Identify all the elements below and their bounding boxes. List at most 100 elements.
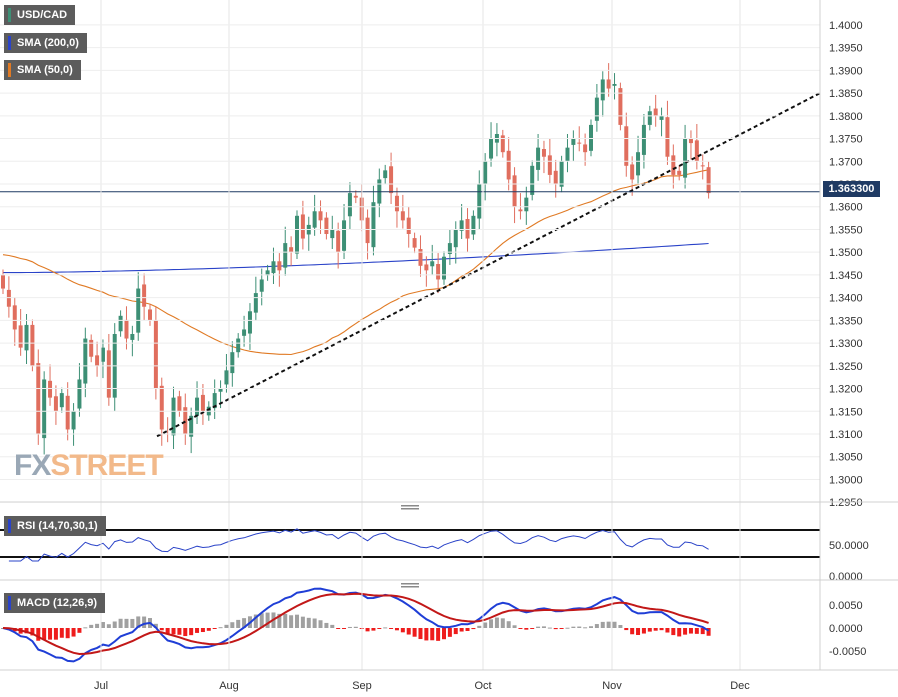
macd-histogram-bar	[283, 613, 288, 628]
macd-histogram-bar	[471, 628, 476, 630]
rsi-tick-label: 0.0000	[829, 571, 863, 583]
macd-histogram-bar	[206, 628, 211, 631]
y-tick-label: 1.3350	[829, 315, 863, 327]
macd-histogram-bar	[683, 628, 688, 635]
macd-histogram-bar	[606, 621, 611, 628]
panel-resize-handle	[401, 505, 419, 507]
candle-body	[242, 329, 247, 336]
macd-histogram-bar	[506, 621, 511, 628]
candle-body	[106, 350, 111, 398]
macd-histogram-bar	[394, 628, 399, 631]
macd-histogram-bar	[212, 628, 217, 629]
candle-body	[330, 229, 335, 239]
candle-body	[59, 393, 64, 408]
candle-body	[300, 214, 305, 239]
macd-histogram-bar	[312, 618, 317, 628]
candle-body	[406, 217, 411, 234]
macd-histogram-bar	[118, 618, 123, 628]
candle-body	[271, 261, 276, 274]
y-tick-label: 1.3150	[829, 406, 863, 418]
macd-histogram-bar	[553, 628, 558, 630]
candle-body	[342, 220, 347, 251]
macd-histogram-bar	[236, 619, 241, 628]
macd-histogram-bar	[518, 628, 523, 629]
x-tick-label: Dec	[730, 680, 750, 692]
y-tick-label: 1.3600	[829, 202, 863, 214]
candle-body	[336, 230, 341, 253]
legend-swatch-sma200	[8, 36, 11, 50]
macd-histogram-bar	[483, 622, 488, 628]
candle-body	[142, 284, 147, 307]
y-tick-label: 1.3400	[829, 293, 863, 305]
candle-body	[700, 165, 705, 167]
macd-histogram-bar	[500, 618, 505, 628]
macd-histogram-bar	[465, 628, 470, 631]
y-tick-label: 1.3700	[829, 156, 863, 168]
candle-body	[641, 124, 646, 155]
candle-body	[236, 338, 241, 353]
macd-histogram-bar	[24, 628, 29, 634]
macd-histogram-bar	[612, 621, 617, 628]
candle-body	[283, 243, 288, 268]
macd-histogram-bar	[165, 628, 170, 635]
candle-body	[353, 195, 358, 198]
macd-histogram-bar	[265, 612, 270, 628]
x-tick-label: Aug	[219, 680, 239, 692]
macd-tick-label: 0.0050	[829, 600, 863, 612]
legend-sma50[interactable]: SMA (50,0)	[4, 60, 81, 80]
candle-body	[1, 274, 5, 289]
candle-body	[259, 279, 264, 292]
candle-body	[412, 238, 417, 248]
macd-histogram-bar	[565, 627, 570, 629]
macd-histogram-bar	[442, 628, 446, 640]
candle-body	[383, 170, 388, 179]
candle-body	[365, 217, 370, 244]
legend-symbol[interactable]: USD/CAD	[4, 5, 76, 25]
legend-swatch-symbol	[8, 8, 11, 22]
macd-histogram-bar	[130, 618, 135, 628]
macd-histogram-bar	[189, 628, 194, 636]
candle-body	[677, 170, 682, 175]
candle-body	[118, 315, 123, 332]
y-tick-label: 1.3300	[829, 338, 863, 350]
x-tick-label: Sep	[352, 680, 372, 692]
candle-body	[400, 211, 405, 221]
y-tick-label: 1.4000	[829, 20, 863, 32]
macd-histogram-bar	[671, 628, 676, 636]
macd-tick-label: -0.0050	[829, 646, 866, 658]
legend-rsi[interactable]: RSI (14,70,30,1)	[4, 516, 106, 536]
candle-body	[212, 393, 217, 409]
candle-body	[506, 150, 511, 180]
macd-histogram-bar	[112, 621, 117, 628]
macd-histogram-bar	[577, 626, 582, 628]
x-tick-label: Nov	[602, 680, 622, 692]
macd-histogram-bar	[336, 628, 341, 629]
candle-body	[48, 380, 53, 398]
candle-body	[665, 117, 670, 157]
candle-body	[518, 209, 523, 212]
candle-body	[512, 175, 517, 207]
candle-body	[218, 388, 223, 392]
macd-histogram-bar	[77, 628, 82, 633]
candle-body	[12, 305, 17, 330]
candle-body	[389, 166, 394, 194]
macd-histogram-bar	[42, 628, 47, 640]
macd-histogram-bar	[365, 628, 370, 632]
macd-histogram-bar	[624, 628, 629, 631]
macd-histogram-bar	[253, 614, 258, 628]
candle-body	[553, 170, 558, 184]
macd-histogram-bar	[30, 628, 35, 636]
macd-histogram-bar	[324, 622, 329, 628]
candle-body	[688, 138, 693, 144]
legend-sma200[interactable]: SMA (200,0)	[4, 33, 87, 53]
macd-histogram-bar	[142, 616, 147, 628]
macd-histogram-bar	[477, 625, 482, 628]
candle-body	[653, 108, 658, 116]
macd-histogram-bar	[700, 628, 705, 635]
candle-body	[83, 338, 88, 384]
y-tick-label: 1.3750	[829, 134, 863, 146]
panel-resize-handle	[401, 586, 419, 588]
macd-histogram-bar	[318, 620, 323, 628]
legend-macd[interactable]: MACD (12,26,9)	[4, 593, 106, 613]
macd-histogram-bar	[183, 628, 188, 637]
